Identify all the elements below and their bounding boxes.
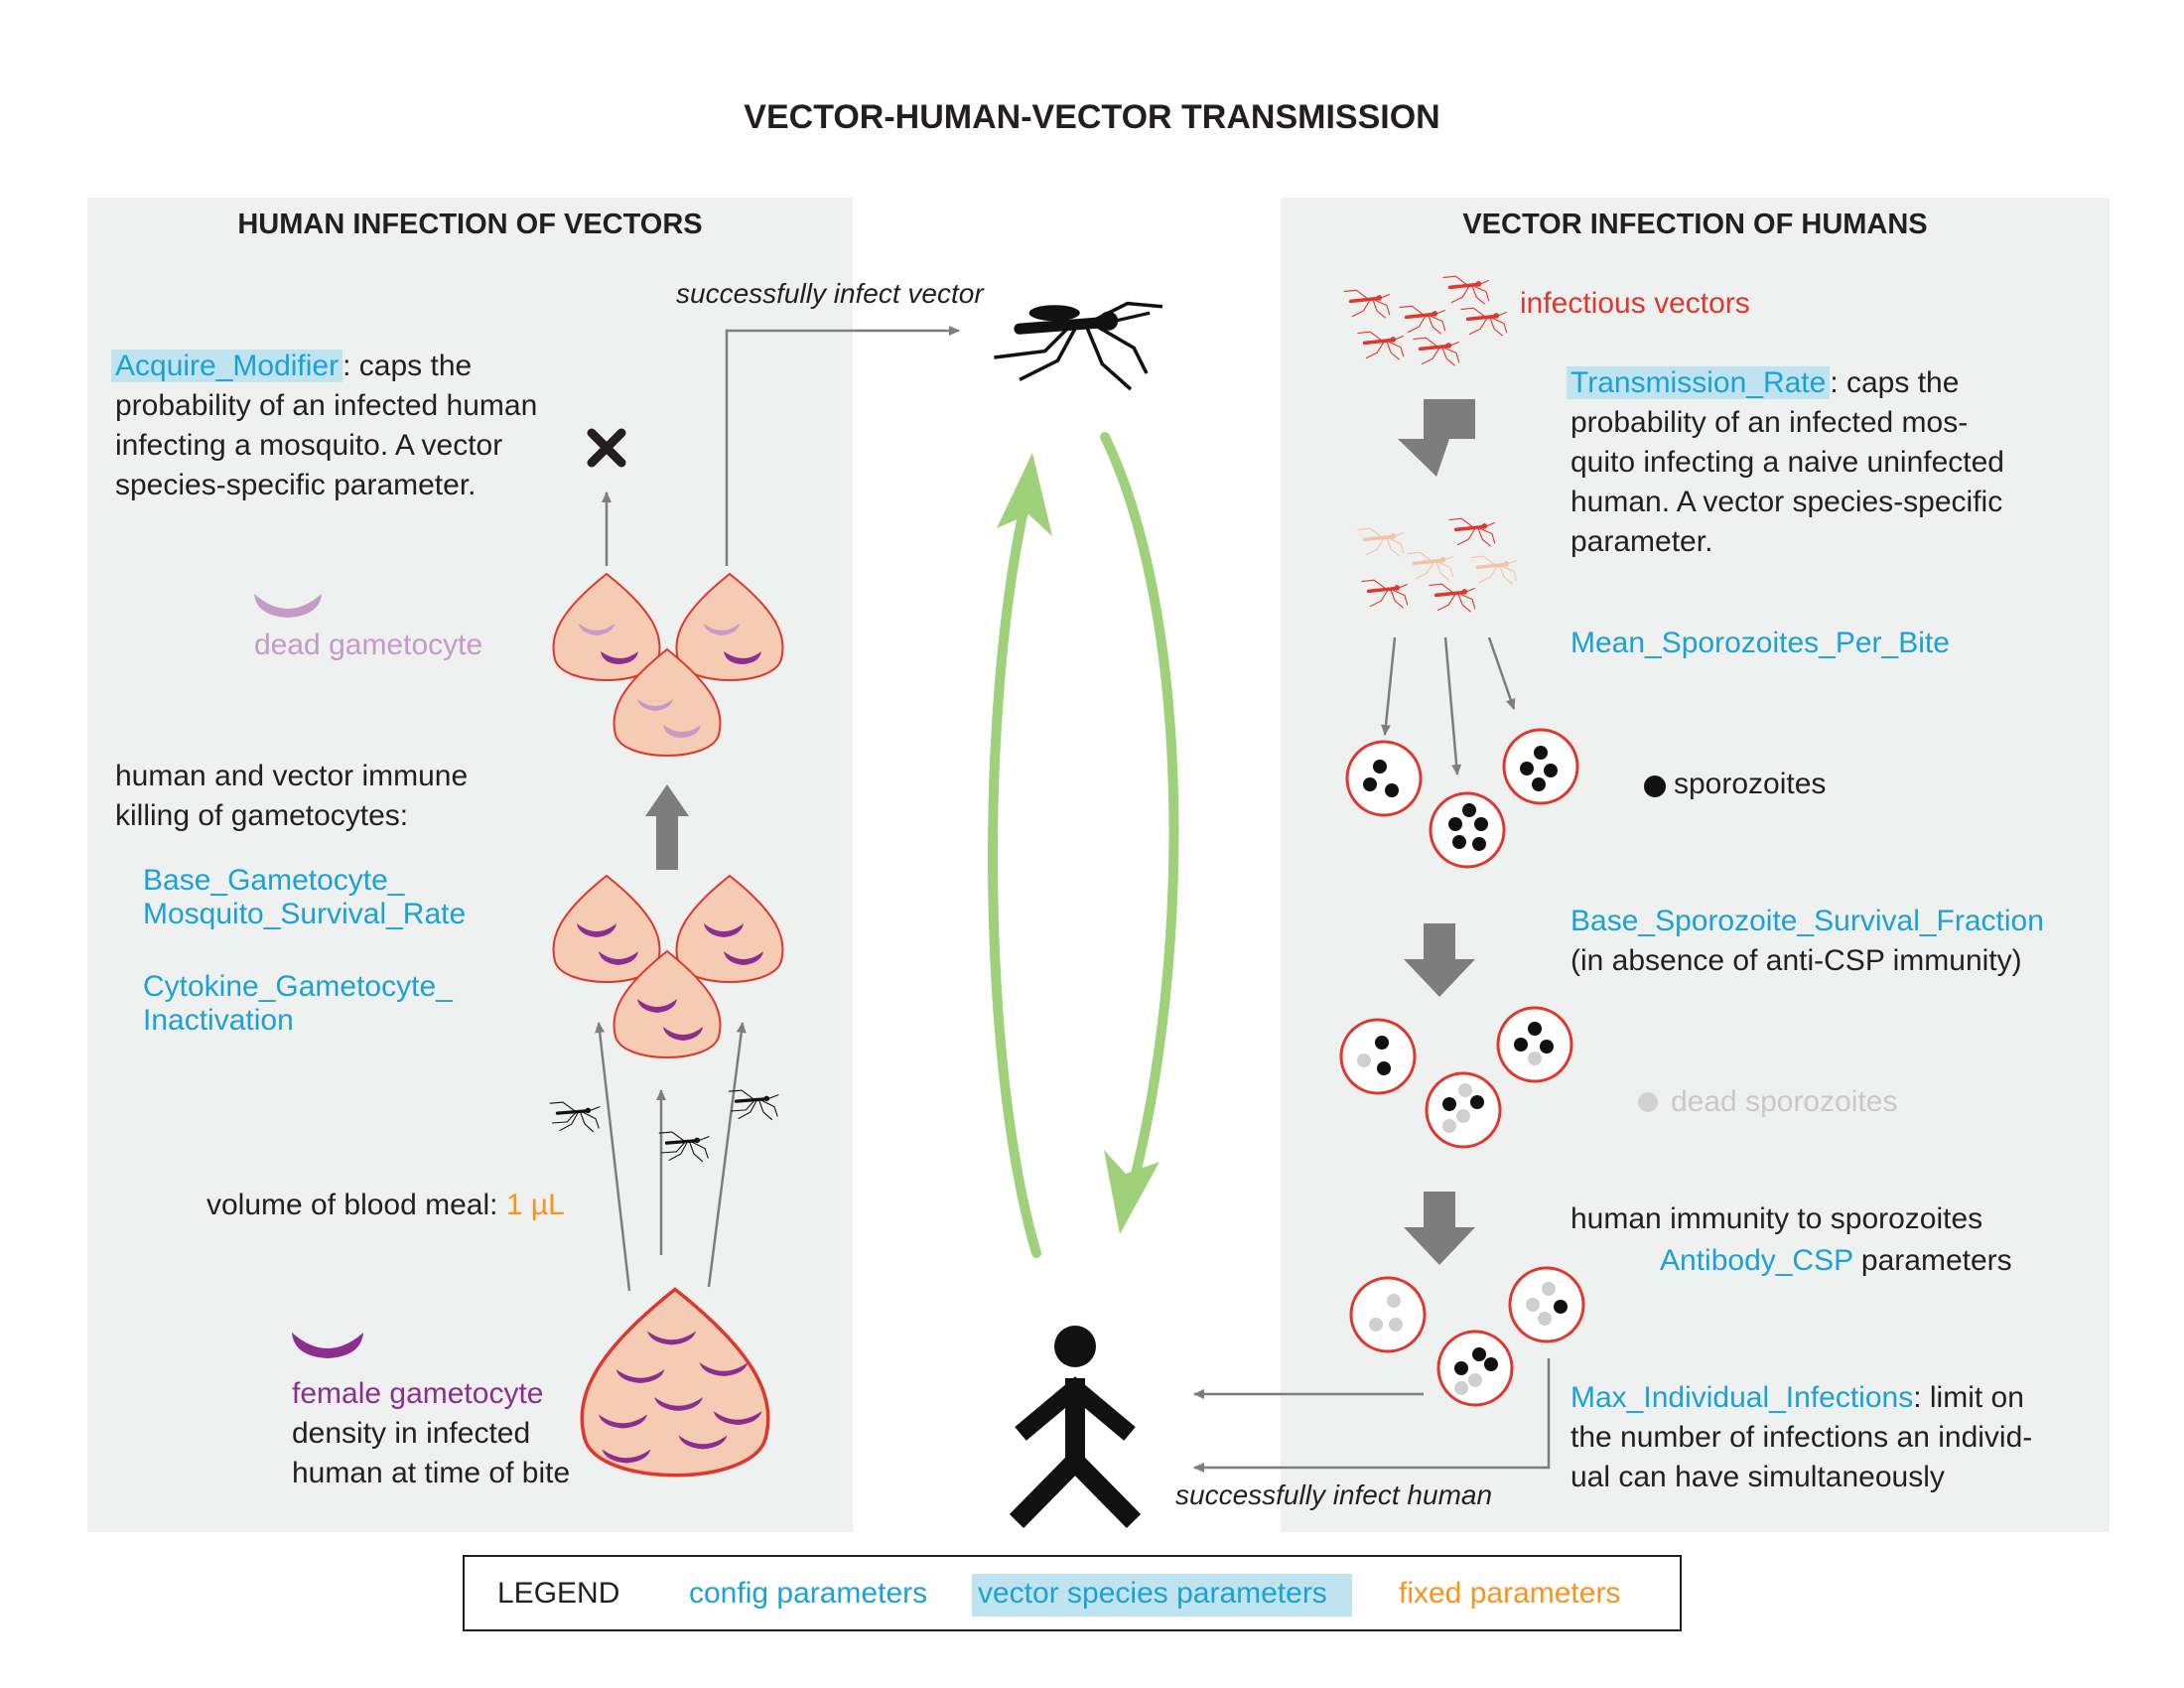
base-sporozoite-param: Base_Sporozoite_Survival_Fraction [1570, 905, 2044, 937]
arrow-blood-left [595, 1022, 631, 1292]
density-line-1: human at time of bite [292, 1457, 571, 1489]
page-title: VECTOR-HUMAN-VECTOR TRANSMISSION [744, 98, 1440, 136]
cytokine-0: Cytokine_Gametocyte_ [143, 970, 453, 1003]
base-gametocyte-1: Mosquito_Survival_Rate [143, 898, 467, 930]
left-panel-heading: HUMAN INFECTION OF VECTORS [237, 209, 703, 240]
cell-cluster-after-killing [552, 573, 784, 757]
sporozoites-label: sporozoites [1674, 768, 1827, 800]
female-gametocyte-label: female gametocyte [292, 1377, 544, 1410]
max-desc-0: : limit on [1913, 1381, 2024, 1414]
transmission-cycle-arrows [988, 432, 1179, 1258]
blocked-x-icon [587, 428, 626, 468]
dead-sporozoites-label: dead sporozoites [1671, 1085, 1898, 1118]
mosquito-icon [994, 301, 1163, 391]
infect-vector-label: successfully infect vector [676, 278, 984, 309]
antibody-csp-param: Antibody_CSP [1660, 1244, 1853, 1277]
dead-gametocyte-label: dead gametocyte [254, 629, 483, 661]
transmission-rate-param: Transmission_Rate [1567, 366, 1831, 399]
base-gametocyte-0: Base_Gametocyte_ [143, 864, 405, 897]
acquire-desc-0: : caps the [342, 350, 473, 382]
absence-note: (in absence of anti-CSP immunity) [1570, 944, 2022, 977]
transmission-desc-4: parameter. [1570, 525, 1713, 558]
density-line-0: density in infected [292, 1417, 531, 1450]
small-mosquito-3 [727, 1088, 781, 1122]
legend-config: config parameters [689, 1577, 928, 1610]
arrow-spz-3 [1487, 636, 1516, 710]
blood-meal-label: volume of blood meal: [206, 1189, 506, 1221]
acquire-desc-3: species-specific parameter. [115, 469, 477, 501]
right-panel-heading: VECTOR INFECTION OF HUMANS [1462, 209, 1928, 240]
antibody-block: Antibody_CSP parameters [1660, 1241, 2012, 1281]
immune-killing-1: killing of gametocytes: [115, 799, 409, 832]
mean-sporozoites-param: Mean_Sporozoites_Per_Bite [1570, 627, 1950, 659]
small-mosquito-1 [548, 1100, 603, 1134]
infectious-vectors-icon [1341, 274, 1509, 367]
cell-cluster-before-killing [552, 875, 784, 1058]
antibody-suffix: parameters [1852, 1244, 2012, 1277]
legend-vector-species: vector species parameters [978, 1577, 1327, 1610]
down-arrow-3 [1404, 1192, 1475, 1265]
infect-human-label: successfully infect human [1175, 1479, 1493, 1510]
dead-sporozoite-legend-dot [1638, 1092, 1658, 1112]
cytokine-1: Inactivation [143, 1004, 294, 1037]
transmission-desc-3: human. A vector species-specific [1570, 486, 2003, 518]
blood-meal-text: volume of blood meal: 1 µL [206, 1186, 565, 1225]
big-up-arrow [645, 784, 689, 870]
transmission-desc-1: probability of an infected mos- [1570, 406, 1969, 439]
female-gametocyte-icon [292, 1333, 363, 1358]
arrow-blood-right [707, 1022, 747, 1288]
arrow-spz-1 [1381, 636, 1397, 736]
infected-blood-cell [580, 1287, 770, 1477]
acquire-modifier-param: Acquire_Modifier [111, 350, 343, 382]
down-arrow-2 [1404, 923, 1475, 997]
transmission-rate-block: Transmission_Rate: caps the [1567, 363, 1960, 403]
max-infections-block: Max_Individual_Infections: limit on [1570, 1378, 2024, 1418]
legend-label: LEGEND [497, 1577, 620, 1610]
transmission-desc-2: quito infecting a naive uninfected [1570, 446, 2004, 479]
left-panel [87, 198, 853, 1532]
max-desc-2: ual can have simultaneously [1570, 1461, 1945, 1493]
acquire-desc-2: infecting a mosquito. A vector [115, 429, 503, 462]
sporozoite-bites-group [1345, 728, 1579, 869]
legend-fixed: fixed parameters [1399, 1577, 1621, 1610]
max-infections-param: Max_Individual_Infections [1570, 1381, 1914, 1414]
biting-vectors-icon [1355, 516, 1519, 614]
human-immunity-label: human immunity to sporozoites [1570, 1202, 1983, 1235]
transmission-desc-0: : caps the [1830, 366, 1960, 399]
acquire-desc-1: probability of an infected human [115, 389, 538, 422]
sporozoite-immunity-group [1349, 1266, 1585, 1407]
down-arrow-1 [1398, 399, 1475, 477]
legend-highlight-swatch [972, 1574, 1352, 1617]
arrow-infect-vector [725, 326, 960, 566]
max-desc-1: the number of infections an individ- [1570, 1421, 2033, 1454]
human-icon [1009, 1326, 1142, 1529]
arrow-spz-2 [1443, 636, 1462, 775]
sporozoite-legend-dot [1644, 775, 1666, 797]
dead-gametocyte-icon [254, 594, 322, 618]
acquire-modifier-block: Acquire_Modifier: caps the [111, 347, 473, 386]
small-mosquito-2 [657, 1130, 712, 1164]
immune-killing-0: human and vector immune [115, 760, 469, 792]
arrow-infect-human [1193, 1358, 1551, 1473]
infectious-vectors-label: infectious vectors [1520, 287, 1750, 320]
blood-meal-value: 1 µL [505, 1189, 565, 1221]
